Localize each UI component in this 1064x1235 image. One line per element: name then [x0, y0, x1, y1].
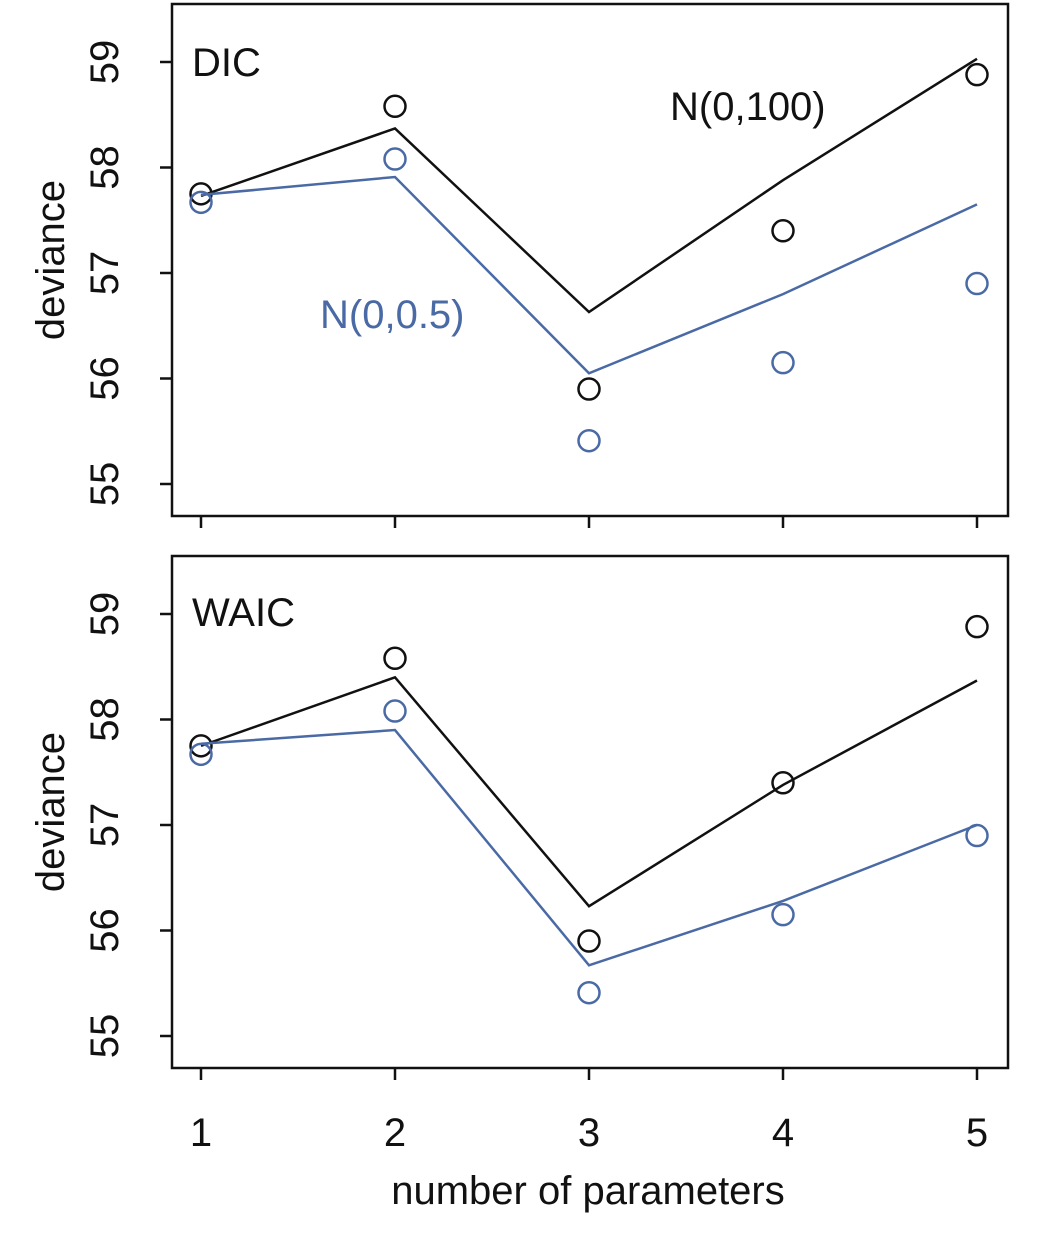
series-line-dic-narrow-prior	[200, 175, 978, 375]
panel-frame-waic	[170, 554, 1010, 1070]
series-label-wide-prior: N(0,100)	[670, 85, 826, 129]
y-tick-label-dic-59: 59	[83, 40, 127, 85]
y-tick-label-waic-55: 55	[83, 1014, 127, 1059]
y-axis-title-dic: deviance	[29, 180, 73, 340]
series-line-waic-narrow-prior	[200, 728, 978, 967]
x-tick-label-5: 5	[966, 1111, 988, 1155]
point-waic-wide-prior-3	[577, 929, 601, 953]
point-dic-narrow-prior-4	[771, 350, 795, 375]
y-axis-title-waic: deviance	[29, 732, 73, 892]
y-tick-label-waic-57: 57	[83, 803, 127, 848]
y-tick-label-waic-58: 58	[83, 697, 127, 742]
point-waic-narrow-prior-3	[577, 980, 601, 1005]
x-tick-label-2: 2	[384, 1111, 406, 1155]
y-tick-label-dic-56: 56	[83, 356, 127, 401]
x-tick-label-1: 1	[190, 1111, 212, 1155]
panel-waic: WAIC deviance 55 56 57 58 59	[29, 554, 1010, 1080]
x-tick-label-4: 4	[772, 1111, 794, 1155]
point-dic-narrow-prior-1	[189, 190, 213, 215]
series-line-dic-wide-prior	[200, 57, 978, 314]
y-tick-label-dic-57: 57	[83, 251, 127, 296]
point-waic-wide-prior-4	[771, 771, 795, 795]
panel-title-dic: DIC	[192, 41, 261, 85]
point-dic-wide-prior-4	[771, 219, 795, 243]
point-dic-wide-prior-5	[965, 62, 989, 87]
series-line-waic-wide-prior	[200, 675, 978, 908]
point-waic-narrow-prior-1	[189, 742, 213, 767]
panel-frame-dic	[170, 2, 1010, 518]
point-dic-narrow-prior-5	[965, 271, 989, 296]
point-waic-narrow-prior-4	[771, 902, 795, 927]
y-tick-label-dic-58: 58	[83, 145, 127, 190]
panel-dic: DIC deviance N(0,100) N(0,0.5) 55 56 57 58 5…	[29, 2, 1010, 528]
x-tick-label-3: 3	[578, 1111, 600, 1155]
x-axis: number of parameters 1 2 3 4 5	[190, 1111, 988, 1213]
point-dic-narrow-prior-3	[577, 428, 601, 453]
point-waic-wide-prior-5	[965, 614, 989, 639]
point-waic-wide-prior-2	[383, 646, 407, 671]
x-axis-title: number of parameters	[391, 1169, 785, 1213]
y-tick-label-waic-59: 59	[83, 592, 127, 637]
point-dic-wide-prior-3	[577, 377, 601, 401]
point-dic-narrow-prior-2	[383, 147, 407, 171]
point-waic-wide-prior-1	[189, 734, 213, 758]
point-waic-narrow-prior-2	[383, 699, 407, 723]
y-tick-label-dic-55: 55	[83, 462, 127, 507]
point-waic-narrow-prior-5	[965, 823, 989, 848]
y-tick-label-waic-56: 56	[83, 908, 127, 953]
point-dic-wide-prior-2	[383, 94, 407, 119]
series-label-narrow-prior: N(0,0.5)	[320, 293, 465, 337]
panel-title-waic: WAIC	[192, 591, 295, 635]
